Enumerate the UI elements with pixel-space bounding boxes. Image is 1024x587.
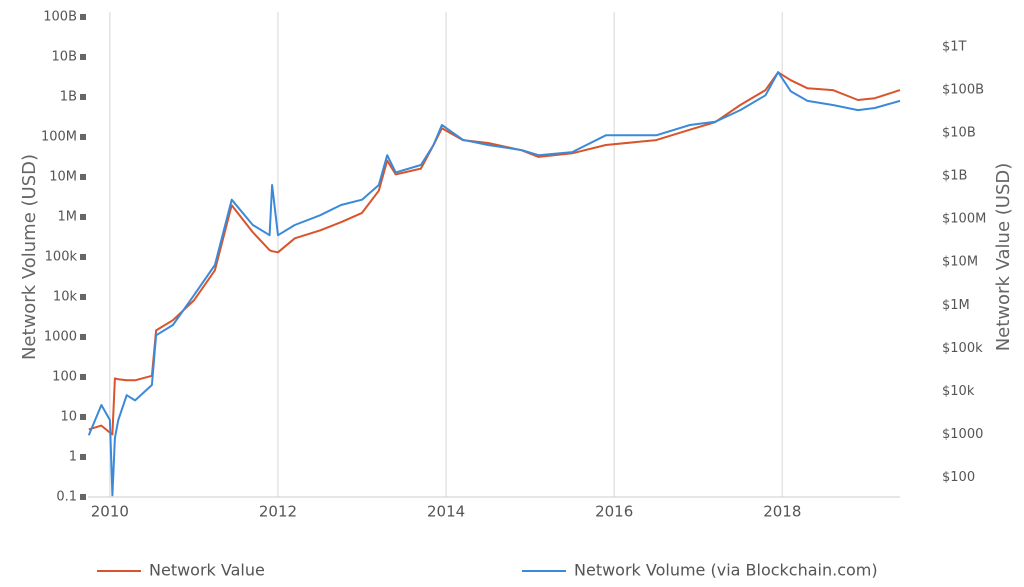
y-tick-mark — [80, 174, 86, 180]
y-tick-label: 10k — [53, 290, 78, 305]
y-tick-label: 10B — [52, 50, 77, 65]
y-tick-label: 1000 — [44, 330, 77, 345]
y-tick-label: 1M — [58, 210, 78, 225]
y2-tick-label: $1M — [942, 298, 970, 313]
y-tick-mark — [80, 334, 86, 340]
y-tick-mark — [80, 54, 86, 60]
x-tick-label: 2010 — [91, 503, 129, 521]
y2-tick-label: $1000 — [942, 427, 983, 442]
y-tick-label: 1B — [60, 90, 77, 105]
y-tick-label: 100B — [43, 10, 77, 25]
y2-tick-label: $100B — [942, 83, 984, 98]
y2-tick-label: $10M — [942, 255, 978, 270]
y2-tick-label: $100k — [942, 341, 983, 356]
y-tick-mark — [80, 294, 86, 300]
x-tick-label: 2016 — [595, 503, 633, 521]
legend-label: Network Volume (via Blockchain.com) — [574, 561, 878, 580]
y2-axis-title: Network Value (USD) — [993, 163, 1014, 352]
y2-tick-label: $1B — [942, 169, 967, 184]
y-tick-label: 10M — [49, 170, 77, 185]
y-tick-mark — [80, 414, 86, 420]
y-tick-label: 100M — [41, 130, 77, 145]
y2-tick-label: $100 — [942, 470, 975, 485]
y-tick-label: 100k — [45, 250, 78, 265]
y-axis-title: Network Volume (USD) — [19, 154, 40, 360]
y-tick-mark — [80, 134, 86, 140]
y-tick-mark — [80, 94, 86, 100]
y-tick-mark — [80, 254, 86, 260]
y-tick-mark — [80, 454, 86, 460]
x-tick-label: 2014 — [427, 503, 465, 521]
y2-tick-label: $100M — [942, 212, 986, 227]
y2-tick-label: $1T — [942, 40, 967, 55]
x-tick-label: 2012 — [259, 503, 297, 521]
series-line — [87, 71, 901, 497]
y2-tick-label: $10B — [942, 126, 976, 141]
y2-tick-label: $10k — [942, 384, 975, 399]
y-tick-mark — [80, 214, 86, 220]
y-tick-label: 100 — [52, 370, 77, 385]
y-tick-label: 0.1 — [56, 490, 77, 505]
y-tick-mark — [80, 494, 86, 500]
y-tick-mark — [80, 14, 86, 20]
y-tick-label: 1 — [69, 450, 77, 465]
y-tick-mark — [80, 374, 86, 380]
x-tick-label: 2018 — [763, 503, 801, 521]
legend-label: Network Value — [149, 561, 265, 580]
series-line — [88, 71, 901, 436]
y-tick-label: 10 — [60, 410, 77, 425]
